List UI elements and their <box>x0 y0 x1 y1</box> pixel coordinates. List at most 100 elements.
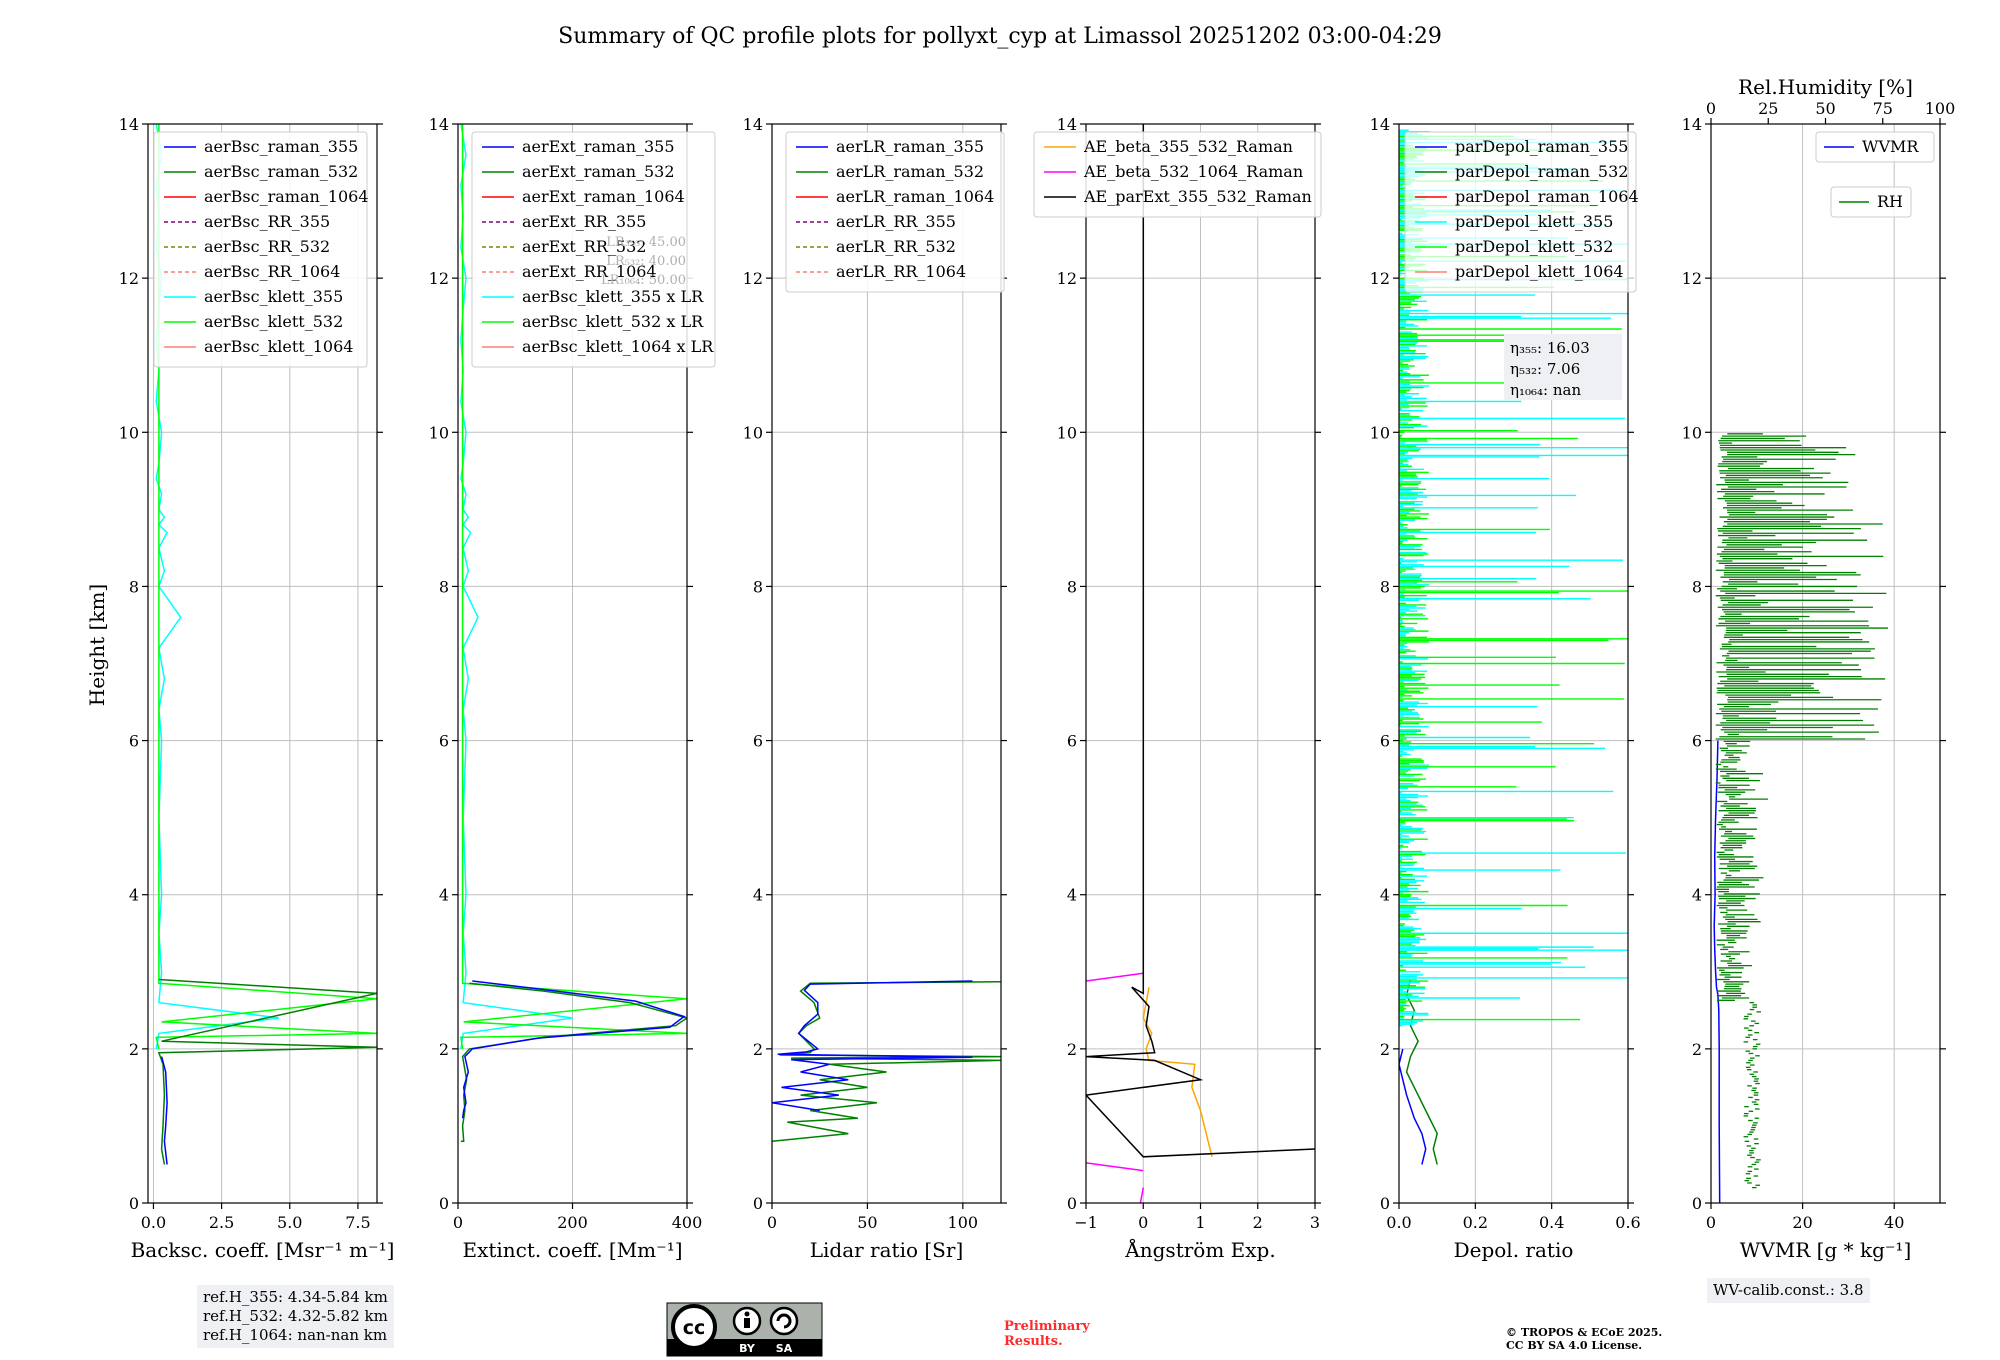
y-tick-label: 2 <box>439 1040 449 1059</box>
x-tick-label: 3 <box>1310 1213 1320 1232</box>
x2-tick-label: 25 <box>1758 99 1778 118</box>
series-parDepol_raman_532 <box>1405 979 1438 1165</box>
x-axis-label: Lidar ratio [Sr] <box>810 1238 964 1262</box>
legend-label: parDepol_raman_532 <box>1455 162 1628 181</box>
legend-label: aerBsc_RR_1064 <box>204 262 340 281</box>
y-tick-label: 8 <box>753 577 763 596</box>
figure-title: Summary of QC profile plots for pollyxt_… <box>558 24 1442 49</box>
eta-label: η₅₃₂: 7.06 <box>1510 360 1580 378</box>
ref-height-1064: ref.H_1064: nan-nan km <box>203 1326 388 1344</box>
series-aerLR_raman_532 <box>772 981 1001 1143</box>
x-tick-label: 0 <box>1138 1213 1148 1232</box>
series-WVMR <box>1713 740 1721 1203</box>
legend-label: parDepol_klett_1064 <box>1455 262 1624 281</box>
legend-label: aerBsc_klett_532 x LR <box>522 312 704 331</box>
series-group <box>460 124 687 1143</box>
y-tick-label: 4 <box>1692 886 1702 905</box>
series-AE_parExt_355_532_Raman <box>1086 124 1315 1158</box>
y-tick-label: 14 <box>1682 115 1702 134</box>
ref-height-532: ref.H_532: 4.32-5.82 km <box>203 1307 388 1325</box>
legend-label: RH <box>1877 192 1903 211</box>
y-tick-label: 8 <box>439 577 449 596</box>
series-aerExt_raman_532 <box>460 982 687 1143</box>
legend-label: aerBsc_RR_355 <box>204 212 330 231</box>
x-tick-label: 0 <box>1706 1213 1716 1232</box>
cc-license-badge: cc BY SA <box>666 1302 823 1357</box>
series-parDepol_raman_355 <box>1399 1048 1427 1165</box>
legend-label: aerLR_RR_532 <box>836 237 956 256</box>
x-tick-label: 40 <box>1884 1213 1904 1232</box>
preliminary-line-2: Results. <box>1004 1334 1063 1349</box>
legend-box <box>153 131 368 368</box>
legend-label: aerBsc_klett_355 <box>204 287 343 306</box>
y-tick-label: 6 <box>1380 732 1390 751</box>
series-aerBsc_klett_532 x LR <box>460 124 687 1050</box>
x-axis-label: Depol. ratio <box>1454 1238 1574 1262</box>
x-tick-label: 0 <box>767 1213 777 1232</box>
x2-tick-label: 75 <box>1873 99 1893 118</box>
panel-depol: 0 2 4 6 8 10 12 14 0.0 0.2 0.4 0.6 Depol. ratio parDe… <box>1370 115 1641 1262</box>
x2-tick-label: 0 <box>1706 99 1716 118</box>
legend-label: aerExt_raman_1064 <box>522 187 685 206</box>
y-tick-label: 10 <box>119 423 139 442</box>
y-tick-label: 12 <box>1057 269 1077 288</box>
panel-frame <box>1398 123 1629 1204</box>
series-AE_beta_532_1064_Raman <box>1139 1187 1145 1203</box>
series-aerLR_raman_355 <box>772 980 973 1112</box>
x-tick-label: 0 <box>453 1213 463 1232</box>
copyright-line-1: © TROPOS & ECoE 2025. <box>1506 1326 1663 1339</box>
legend-label: aerExt_RR_1064 <box>522 262 657 281</box>
y-tick-label: 10 <box>1057 423 1077 442</box>
y-tick-label: 6 <box>129 732 139 751</box>
y-tick-label: 6 <box>1067 732 1077 751</box>
series-AE_beta_532_1064_Raman <box>1086 1162 1144 1172</box>
legend-label: AE_beta_355_532_Raman <box>1083 137 1293 156</box>
legend-label: aerBsc_klett_532 <box>204 312 343 331</box>
lidar-ratio-label: LR₃₅₅: 45.00 <box>606 235 686 250</box>
x-tick-label: 0.0 <box>141 1213 166 1232</box>
x-tick-label: 1 <box>1195 1213 1205 1232</box>
copyright-line-2: CC BY SA 4.0 License. <box>1506 1339 1643 1352</box>
y-tick-label: 8 <box>129 577 139 596</box>
preliminary-results-note: Preliminary Results. <box>1004 1319 1090 1349</box>
x-axis-label: Ångström Exp. <box>1124 1237 1275 1262</box>
legend-label: aerBsc_klett_1064 x LR <box>522 337 714 356</box>
y-tick-label: 4 <box>129 886 139 905</box>
y-tick-label: 14 <box>119 115 139 134</box>
y-tick-label: 4 <box>1380 886 1390 905</box>
y-tick-label: 4 <box>753 886 763 905</box>
y-tick-label: 12 <box>119 269 139 288</box>
legend-label: aerExt_RR_532 <box>522 237 646 256</box>
lidar-ratio-label: LR₅₃₂: 40.00 <box>606 254 686 269</box>
x-axis-label: Extinct. coeff. [Mm⁻¹] <box>462 1238 682 1262</box>
y-tick-label: 14 <box>743 115 763 134</box>
legend-label: aerLR_raman_532 <box>836 162 984 181</box>
legend-box <box>471 131 716 368</box>
y-tick-label: 14 <box>429 115 449 134</box>
y-tick-label: 0 <box>1067 1194 1077 1213</box>
legend-label: aerLR_raman_355 <box>836 137 984 156</box>
legend-label: aerBsc_raman_1064 <box>204 187 369 206</box>
reference-height-info: ref.H_355: 4.34-5.84 km ref.H_532: 4.32-… <box>197 1285 394 1348</box>
eta-label: η₃₅₅: 16.03 <box>1510 339 1590 357</box>
legend-label: parDepol_klett_355 <box>1455 212 1613 231</box>
legend-label: WVMR <box>1862 137 1919 156</box>
series-aerBsc_raman_355 <box>160 1056 168 1165</box>
panel-frame <box>1710 123 1941 1204</box>
legend-label: aerExt_raman_532 <box>522 162 675 181</box>
eta-label: η₁₀₆₄: nan <box>1510 381 1581 399</box>
series-group <box>772 980 1001 1143</box>
y-tick-label: 10 <box>743 423 763 442</box>
x-axis-label: WVMR [g * kg⁻¹] <box>1740 1238 1912 1262</box>
cc-by-label: BY <box>739 1342 756 1355</box>
y-tick-label: 0 <box>1692 1194 1702 1213</box>
x-tick-label: −1 <box>1074 1213 1098 1232</box>
cc-logo-text: cc <box>683 1317 706 1339</box>
legend-box <box>785 131 1005 293</box>
y-tick-label: 12 <box>743 269 763 288</box>
panel-ext: 0 2 4 6 8 10 12 14 0 200 400 Extinct. coeff. [Mm⁻¹]… <box>429 115 716 1262</box>
legend-label: aerBsc_raman_355 <box>204 137 358 156</box>
y-tick-label: 14 <box>1057 115 1077 134</box>
